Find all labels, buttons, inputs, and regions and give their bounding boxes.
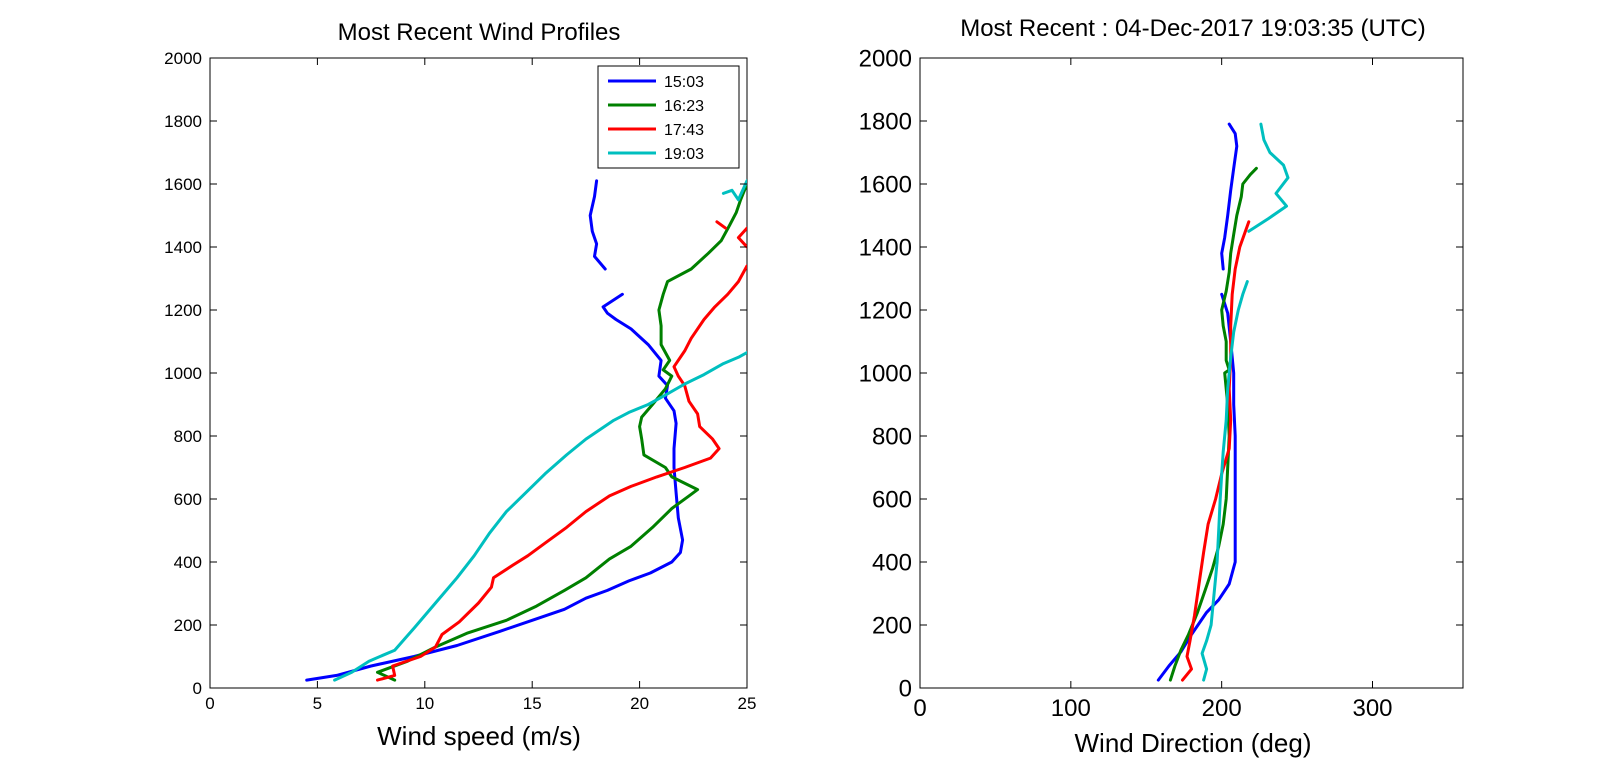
chart-title: Most Recent Wind Profiles [338, 19, 621, 46]
x-tick-label: 25 [738, 694, 757, 713]
y-tick-label: 1400 [859, 234, 912, 261]
legend: 15:03 16:23 17:43 19:03 [597, 65, 740, 169]
x-axis-label: Wind Direction (deg) [1075, 728, 1312, 758]
y-tick-label: 0 [193, 679, 202, 698]
series-line-1743-segment-3 [715, 220, 727, 230]
ticks-layer: 0 100 200 300 0 200 400 600 800 1000 1200 1400 1600 1… [859, 45, 1463, 722]
series-line-3-segment-1 [1181, 220, 1251, 682]
y-tick-label: 1000 [859, 360, 912, 387]
chart-title: Most Recent : 04-Dec-2017 19:03:35 (UTC) [960, 15, 1426, 42]
legend-label: 17:43 [664, 122, 704, 139]
x-tick-label: 5 [313, 694, 322, 713]
y-tick-label: 1200 [859, 297, 912, 324]
legend-label: 16:23 [664, 98, 704, 115]
y-tick-label: 600 [872, 486, 912, 513]
y-tick-label: 2000 [859, 45, 912, 72]
y-tick-label: 400 [872, 549, 912, 576]
series-line-1903-segment-2 [721, 179, 747, 202]
y-tick-label: 400 [174, 553, 202, 572]
y-tick-label: 0 [899, 675, 912, 702]
y-tick-label: 1800 [164, 112, 202, 131]
legend-label: 15:03 [664, 74, 704, 91]
x-tick-label: 200 [1202, 695, 1242, 722]
wind-direction-chart: Most Recent : 04-Dec-2017 19:03:35 (UTC)… [859, 15, 1464, 758]
y-tick-label: 1200 [164, 301, 202, 320]
series-line-4-segment-2 [1247, 122, 1290, 233]
series-line-1743-segment-2 [736, 226, 747, 249]
x-tick-label: 0 [913, 695, 926, 722]
series-line-1903-segment-1 [333, 351, 747, 682]
series-line-1623-segment-1 [376, 182, 747, 682]
y-tick-label: 200 [872, 612, 912, 639]
plot-area [919, 57, 1464, 689]
x-tick-label: 20 [630, 694, 649, 713]
legend-label: 19:03 [664, 146, 704, 163]
wind-speed-chart: Most Recent Wind Profiles 0 5 10 15 20 25 0 200… [164, 19, 756, 751]
y-tick-label: 2000 [164, 49, 202, 68]
series-line-1503-segment-1 [305, 292, 685, 682]
series-line-1-segment-2 [1220, 122, 1239, 271]
series-line-1743-segment-1 [376, 264, 747, 682]
y-tick-label: 1600 [859, 171, 912, 198]
series-layer [1156, 122, 1290, 682]
y-tick-label: 1600 [164, 175, 202, 194]
y-tick-label: 200 [174, 616, 202, 635]
series-line-1503-segment-2 [588, 179, 607, 271]
series-line-1-segment-1 [1156, 292, 1237, 682]
ticks-layer: 0 5 10 15 20 25 0 200 400 600 800 1000 1200 1400 1600 1… [164, 49, 756, 713]
y-tick-label: 600 [174, 490, 202, 509]
series-layer [305, 179, 747, 682]
x-tick-label: 100 [1051, 695, 1091, 722]
y-tick-label: 1800 [859, 108, 912, 135]
series-line-4-segment-1 [1200, 280, 1249, 682]
x-tick-label: 300 [1352, 695, 1392, 722]
x-tick-label: 15 [523, 694, 542, 713]
legend-box [597, 65, 740, 169]
x-axis-label: Wind speed (m/s) [377, 721, 581, 751]
y-tick-label: 800 [872, 423, 912, 450]
y-tick-label: 1400 [164, 238, 202, 257]
x-tick-label: 0 [205, 694, 214, 713]
y-tick-label: 1000 [164, 364, 202, 383]
series-line-2-segment-1 [1168, 166, 1258, 682]
y-tick-label: 800 [174, 427, 202, 446]
x-tick-label: 10 [415, 694, 434, 713]
